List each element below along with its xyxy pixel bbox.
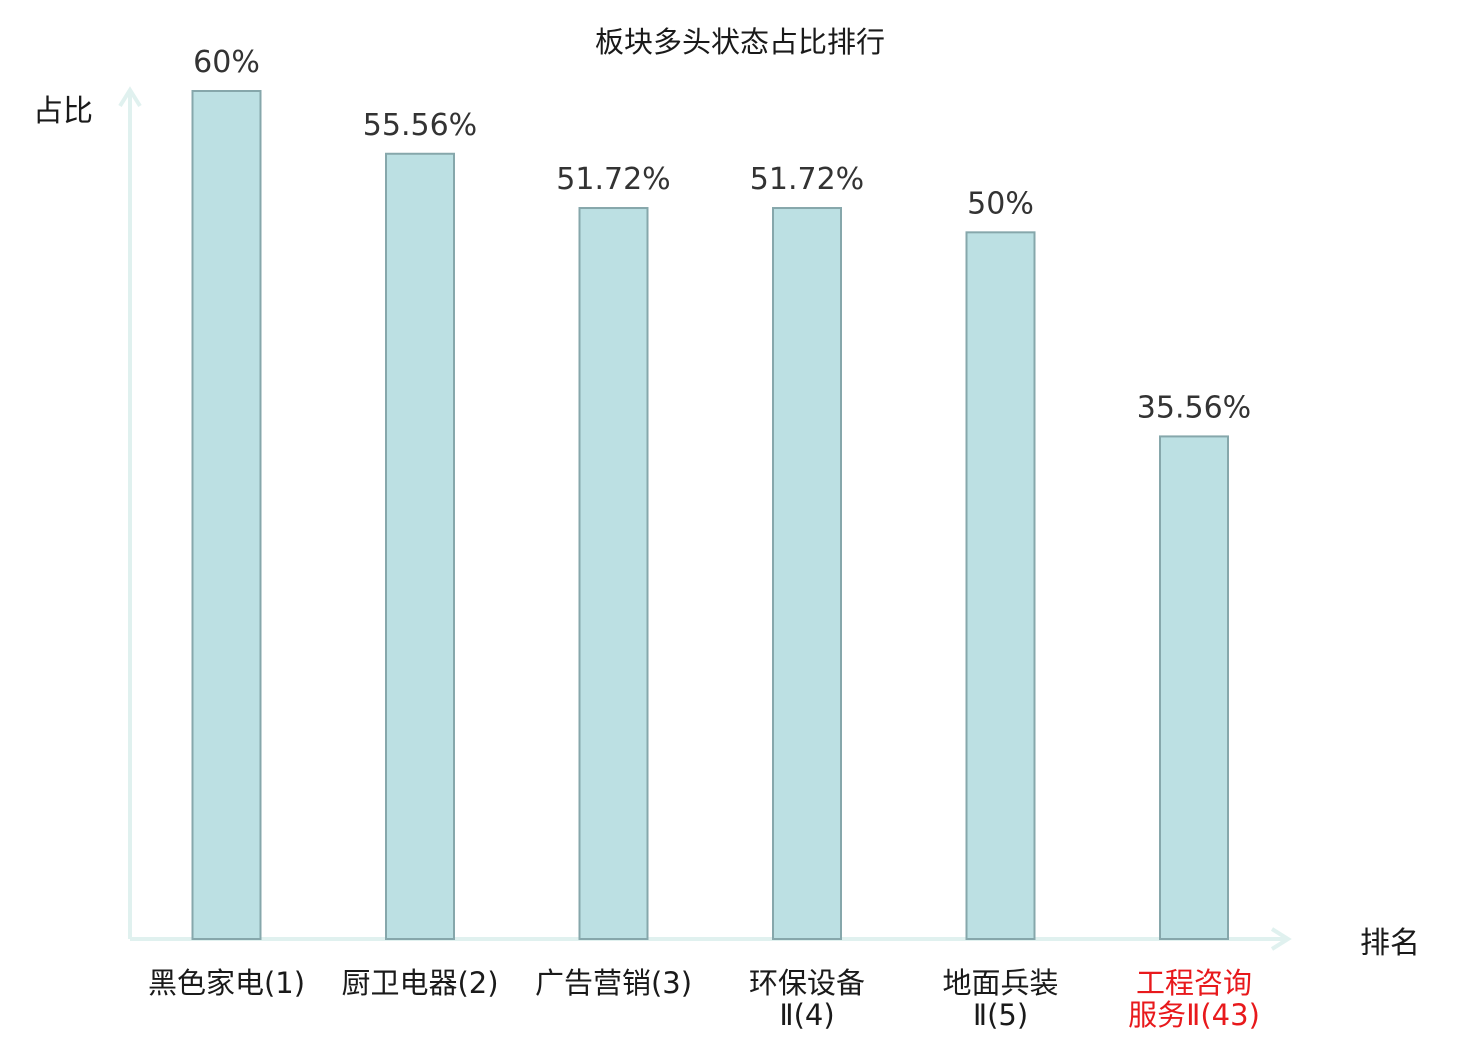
x-tick-label: 厨卫电器(2) bbox=[341, 966, 498, 1000]
x-tick-label: 环保设备 bbox=[749, 966, 865, 1000]
bar bbox=[385, 152, 455, 940]
bar bbox=[191, 90, 262, 940]
bars-group bbox=[191, 90, 1229, 941]
x-tick-label: 广告营销(3) bbox=[535, 966, 692, 1000]
bar-value-label: 50% bbox=[967, 186, 1034, 221]
x-tick-label-highlighted: 工程咨询 bbox=[1136, 966, 1252, 1000]
x-tick-label: 地面兵装 bbox=[942, 966, 1058, 1000]
axes bbox=[118, 86, 1292, 951]
chart-title: 板块多头状态占比排行 bbox=[595, 25, 885, 59]
x-axis-label: 排名 bbox=[1360, 926, 1420, 961]
bar bbox=[772, 207, 842, 941]
bar bbox=[965, 231, 1036, 941]
x-tick-label: Ⅱ(4) bbox=[779, 998, 834, 1032]
y-axis-arrowhead bbox=[118, 86, 142, 108]
x-tick-label: Ⅱ(5) bbox=[973, 998, 1028, 1032]
bar-value-label: 51.72% bbox=[556, 162, 670, 197]
bar-value-label: 55.56% bbox=[363, 108, 477, 143]
bar-value-label: 35.56% bbox=[1137, 390, 1251, 425]
x-axis-arrowhead bbox=[1270, 927, 1292, 951]
value-labels-group: 60% 55.56% 51.72% 51.72% 50% 35.56% bbox=[193, 45, 1251, 425]
bar-value-label: 51.72% bbox=[750, 162, 864, 197]
bar-value-label: 60% bbox=[193, 45, 260, 80]
bar bbox=[1159, 435, 1229, 940]
x-tick-label-highlighted: 服务Ⅱ(43) bbox=[1128, 998, 1260, 1032]
bar bbox=[578, 207, 649, 941]
y-axis-label: 占比 bbox=[33, 94, 93, 129]
x-tick-label: 黑色家电(1) bbox=[148, 966, 305, 1000]
